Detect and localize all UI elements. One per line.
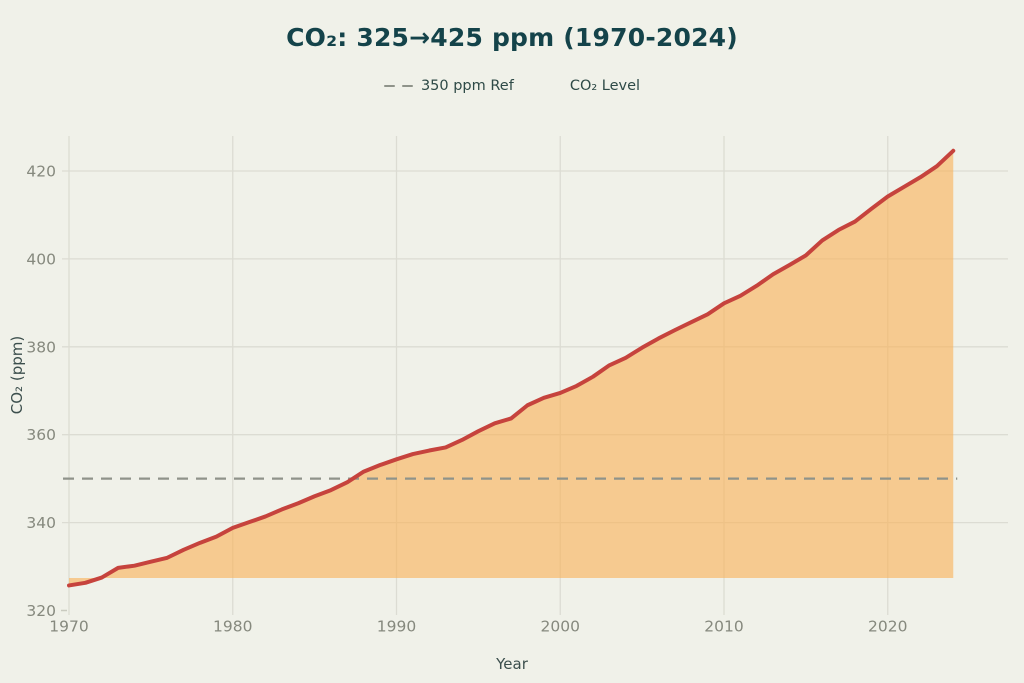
- legend-item-co2: CO₂ Level: [531, 78, 640, 94]
- legend-label-co2: CO₂ Level: [569, 78, 641, 94]
- legend-label-reference: 350 ppm Ref: [420, 78, 514, 94]
- x-tick-label: 1970: [49, 618, 88, 636]
- y-tick-label: 340: [26, 514, 56, 532]
- x-tick-label: 1980: [213, 618, 252, 636]
- chart-title: CO₂: 325→425 ppm (1970-2024): [286, 23, 738, 52]
- x-tick-label: 2000: [541, 618, 580, 636]
- x-axis-label: Year: [496, 655, 528, 673]
- legend: 350 ppm Ref CO₂ Level: [0, 78, 1024, 94]
- y-tick-label: 420: [26, 163, 56, 181]
- co2-area-fill: [69, 150, 954, 586]
- y-tick-label: 400: [26, 250, 56, 268]
- co2-line: [67, 148, 956, 588]
- dashed-line-icon: [383, 84, 413, 88]
- y-tick-label: 380: [26, 338, 56, 356]
- y-axis-label: CO₂ (ppm): [8, 335, 26, 415]
- legend-item-reference: 350 ppm Ref: [383, 78, 514, 94]
- y-tick-label: 360: [26, 426, 56, 444]
- y-tick-label: 320: [26, 602, 56, 620]
- x-tick-label: 2010: [704, 618, 743, 636]
- x-tick-label: 2020: [868, 618, 907, 636]
- x-tick-label: 1990: [377, 618, 416, 636]
